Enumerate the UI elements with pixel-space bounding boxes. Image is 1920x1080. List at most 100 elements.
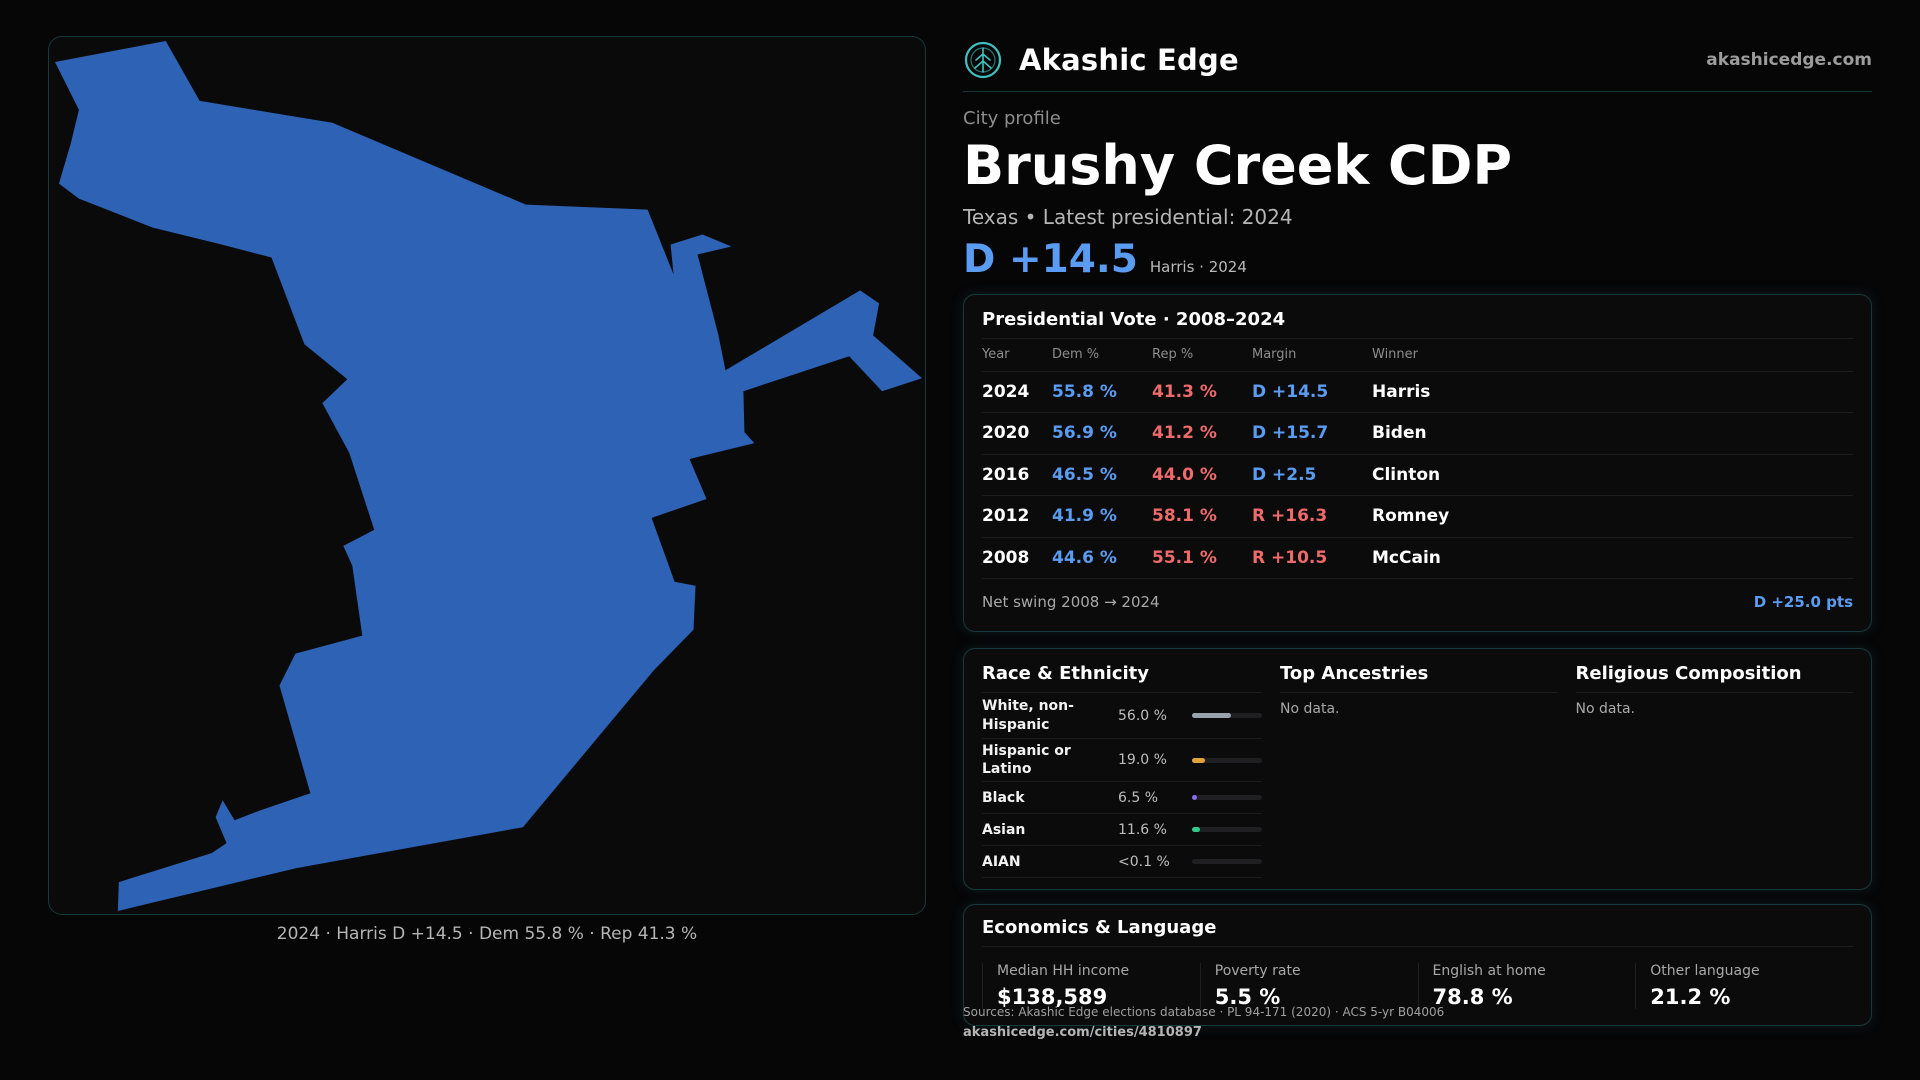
stat-other-language: Other language 21.2 % [1635, 963, 1853, 1010]
year-cell: 2008 [982, 537, 1052, 580]
city-map[interactable] [48, 36, 926, 915]
winner-cell: Harris [1372, 371, 1853, 414]
race-row: Hispanic or Latino 19.0 % [982, 739, 1262, 783]
ancestries-title: Top Ancestries [1280, 663, 1558, 694]
margin-cell: R +10.5 [1252, 537, 1372, 580]
sources-text: Sources: Akashic Edge elections database… [963, 1005, 1445, 1019]
rep-cell: 41.2 % [1152, 412, 1252, 455]
col-header-year: Year [982, 339, 1052, 372]
vote-card-title: Presidential Vote · 2008–2024 [982, 309, 1853, 340]
race-bar-fill [1192, 827, 1201, 833]
table-row[interactable]: 2012 41.9 % 58.1 % R +16.3 Romney [982, 495, 1853, 538]
brand-header: Akashic Edge akashicedge.com [963, 28, 1872, 92]
economics-card: Economics & Language Median HH income $1… [963, 904, 1872, 1027]
race-bar [1192, 713, 1262, 719]
permalink[interactable]: akashicedge.com/cities/4810897 [963, 1025, 1202, 1040]
col-header-winner: Winner [1372, 339, 1853, 372]
net-swing-value: D +25.0 pts [1753, 593, 1853, 612]
race-ethnicity-section: Race & Ethnicity White, non-Hispanic 56.… [982, 663, 1262, 879]
rep-cell: 41.3 % [1152, 371, 1252, 414]
race-bar-fill [1192, 757, 1206, 763]
brand-name[interactable]: Akashic Edge [1019, 42, 1239, 77]
col-header-dem: Dem % [1052, 339, 1152, 372]
net-swing-label: Net swing 2008 → 2024 [982, 593, 1160, 612]
winner-cell: Clinton [1372, 454, 1853, 497]
religion-section: Religious Composition No data. [1575, 663, 1853, 875]
tree-circle-icon[interactable] [963, 40, 1003, 80]
race-pct: 6.5 % [1118, 789, 1159, 806]
city-boundary-shape[interactable] [54, 40, 923, 912]
religion-title: Religious Composition [1575, 663, 1853, 694]
race-label: Black [982, 789, 1025, 806]
race-pct: 11.6 % [1118, 821, 1167, 838]
net-swing-row: Net swing 2008 → 2024 D +25.0 pts [982, 587, 1853, 611]
stat-value: 21.2 % [1650, 985, 1731, 1010]
stat-label: English at home [1432, 963, 1546, 980]
col-header-rep: Rep % [1152, 339, 1252, 372]
economics-stats: Median HH income $138,589 Poverty rate 5… [982, 963, 1853, 1010]
race-bar [1192, 795, 1262, 801]
page-eyebrow: City profile [963, 108, 1061, 129]
vote-table-header: Year Dem % Rep % Margin Winner [982, 339, 1853, 372]
stat-value: $138,589 [997, 985, 1108, 1010]
race-label: White, non-Hispanic [982, 698, 1074, 733]
race-bar-fill [1192, 795, 1197, 801]
stat-poverty-rate: Poverty rate 5.5 % [1199, 963, 1418, 1010]
race-row: Asian 11.6 % [982, 814, 1262, 847]
ancestries-section: Top Ancestries No data. [1280, 663, 1558, 875]
dem-cell: 56.9 % [1052, 412, 1152, 455]
stat-label: Poverty rate [1214, 963, 1301, 980]
race-row: Black 6.5 % [982, 782, 1262, 815]
table-row[interactable]: 2016 46.5 % 44.0 % D +2.5 Clinton [982, 454, 1853, 497]
page-title: Brushy Creek CDP [963, 134, 1513, 197]
race-pct: <0.1 % [1118, 853, 1170, 870]
race-bar [1192, 757, 1262, 763]
dem-cell: 44.6 % [1052, 537, 1152, 580]
dem-cell: 46.5 % [1052, 454, 1152, 497]
rep-cell: 44.0 % [1152, 454, 1252, 497]
religion-empty: No data. [1575, 701, 1635, 718]
race-row: White, non-Hispanic 56.0 % [982, 693, 1262, 740]
margin-cell: D +14.5 [1252, 371, 1372, 414]
presidential-vote-card: Presidential Vote · 2008–2024 Year Dem %… [963, 294, 1872, 633]
rep-cell: 58.1 % [1152, 495, 1252, 538]
stat-value: 5.5 % [1214, 985, 1281, 1010]
year-cell: 2020 [982, 412, 1052, 455]
race-label: Hispanic or Latino [982, 743, 1071, 778]
year-cell: 2016 [982, 454, 1052, 497]
year-cell: 2024 [982, 371, 1052, 414]
dem-cell: 41.9 % [1052, 495, 1152, 538]
table-row[interactable]: 2020 56.9 % 41.2 % D +15.7 Biden [982, 412, 1853, 455]
page-subtitle: Texas • Latest presidential: 2024 [963, 205, 1293, 230]
year-cell: 2012 [982, 495, 1052, 538]
winner-cell: Romney [1372, 495, 1853, 538]
race-label: Asian [982, 821, 1026, 838]
demographics-card: Race & Ethnicity White, non-Hispanic 56.… [963, 648, 1872, 891]
race-section-title: Race & Ethnicity [982, 663, 1262, 694]
table-row[interactable]: 2008 44.6 % 55.1 % R +10.5 McCain [982, 537, 1853, 580]
race-bar [1192, 859, 1262, 865]
dem-cell: 55.8 % [1052, 371, 1152, 414]
stat-label: Median HH income [997, 963, 1130, 980]
stat-value: 78.8 % [1432, 985, 1513, 1010]
city-boundary-map [54, 40, 923, 912]
ancestries-empty: No data. [1280, 701, 1340, 718]
stat-median-income: Median HH income $138,589 [982, 963, 1200, 1010]
stat-english-at-home: English at home 78.8 % [1417, 963, 1636, 1010]
profile-column: Akashic Edge akashicedge.com City profil… [963, 28, 1872, 1027]
table-row[interactable]: 2024 55.8 % 41.3 % D +14.5 Harris [982, 371, 1853, 414]
stat-label: Other language [1650, 963, 1760, 980]
headline-note: Harris · 2024 [1149, 258, 1247, 277]
vote-table: Year Dem % Rep % Margin Winner 2024 55.8… [982, 339, 1853, 580]
race-label: AIAN [982, 853, 1021, 870]
race-bar [1192, 827, 1262, 833]
winner-cell: McCain [1372, 537, 1853, 580]
brand-url-link[interactable]: akashicedge.com [1706, 49, 1872, 70]
margin-cell: D +15.7 [1252, 412, 1372, 455]
headline-margin: D +14.5 [963, 237, 1138, 283]
race-bar-fill [1192, 713, 1232, 719]
margin-cell: D +2.5 [1252, 454, 1372, 497]
race-pct: 56.0 % [1118, 707, 1167, 724]
winner-cell: Biden [1372, 412, 1853, 455]
economics-title: Economics & Language [982, 917, 1853, 948]
